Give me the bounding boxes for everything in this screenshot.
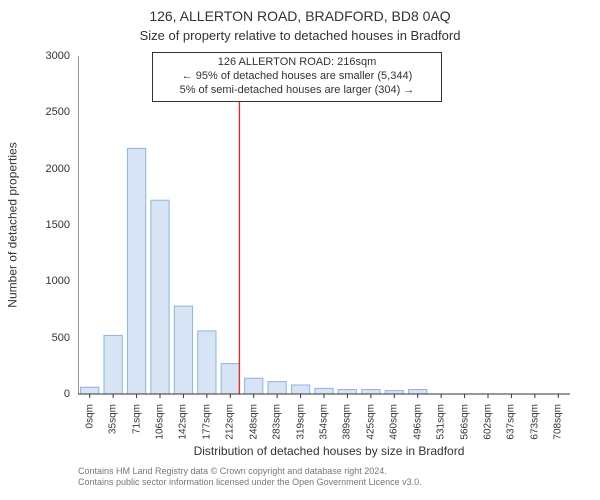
chart-container: 126, ALLERTON ROAD, BRADFORD, BD8 0AQ Si… [0, 0, 600, 500]
attribution-footer: Contains HM Land Registry data © Crown c… [78, 466, 580, 489]
bar [338, 389, 356, 394]
y-tick-label: 2000 [46, 163, 70, 175]
bar [174, 306, 192, 394]
bar [104, 335, 122, 394]
x-tick-label: 0sqm [84, 404, 95, 428]
x-tick-label: 496sqm [412, 404, 423, 440]
y-tick-label: 1000 [46, 275, 70, 287]
x-tick-label: 531sqm [436, 404, 447, 440]
bar [245, 378, 263, 394]
bar [315, 388, 333, 394]
bar [291, 385, 309, 394]
bar [268, 382, 286, 394]
x-tick-label: 637sqm [506, 404, 517, 440]
callout-line-2: ← 95% of detached houses are smaller (5,… [159, 70, 435, 84]
bar [385, 391, 403, 394]
y-tick-label: 1500 [46, 219, 70, 231]
x-tick-label: 71sqm [131, 404, 142, 434]
y-tick-label: 2500 [46, 106, 70, 118]
footer-line-1: Contains HM Land Registry data © Crown c… [78, 466, 580, 477]
x-tick-label: 389sqm [342, 404, 353, 440]
title-sub: Size of property relative to detached ho… [0, 28, 600, 43]
x-tick-label: 566sqm [459, 404, 470, 440]
x-tick-label: 35sqm [108, 404, 119, 434]
callout-line-3: 5% of semi-detached houses are larger (3… [159, 84, 435, 98]
x-tick-label: 708sqm [553, 404, 564, 440]
x-tick-label: 212sqm [225, 404, 236, 440]
x-tick-label: 425sqm [365, 404, 376, 440]
footer-line-2: Contains public sector information licen… [78, 477, 580, 488]
y-axis-label-text: Number of detached properties [6, 142, 20, 307]
bar [127, 148, 145, 394]
y-axis-label: Number of detached properties [4, 50, 22, 400]
bar [151, 200, 169, 394]
x-tick-label: 248sqm [248, 404, 259, 440]
x-tick-label: 673sqm [529, 404, 540, 440]
x-tick-labels: 0sqm 35sqm 71sqm 106sqm 142sqm 177sqm 212sqm 24… [78, 400, 580, 450]
x-tick-label: 319sqm [295, 404, 306, 440]
bar [198, 331, 216, 394]
y-tick-label: 0 [64, 388, 70, 400]
bar [362, 389, 380, 394]
x-tick-label: 106sqm [155, 404, 166, 440]
y-tick-labels: 0 500 1000 1500 2000 2500 3000 [28, 50, 74, 400]
bar [81, 387, 99, 394]
callout-box: 126 ALLERTON ROAD: 216sqm ← 95% of detac… [152, 52, 442, 102]
chart-svg [78, 50, 580, 400]
y-tick-label: 500 [52, 332, 70, 344]
x-tick-label: 142sqm [178, 404, 189, 440]
plot-area [78, 50, 580, 400]
x-tick-label: 283sqm [272, 404, 283, 440]
x-axis-label: Distribution of detached houses by size … [78, 444, 580, 458]
y-tick-label: 3000 [46, 50, 70, 62]
x-tick-label: 354sqm [319, 404, 330, 440]
x-tick-label: 460sqm [389, 404, 400, 440]
bar [221, 364, 239, 394]
callout-line-1: 126 ALLERTON ROAD: 216sqm [159, 56, 435, 70]
title-main: 126, ALLERTON ROAD, BRADFORD, BD8 0AQ [0, 8, 600, 24]
bar [409, 389, 427, 394]
x-tick-label: 177sqm [201, 404, 212, 440]
x-tick-label: 602sqm [483, 404, 494, 440]
